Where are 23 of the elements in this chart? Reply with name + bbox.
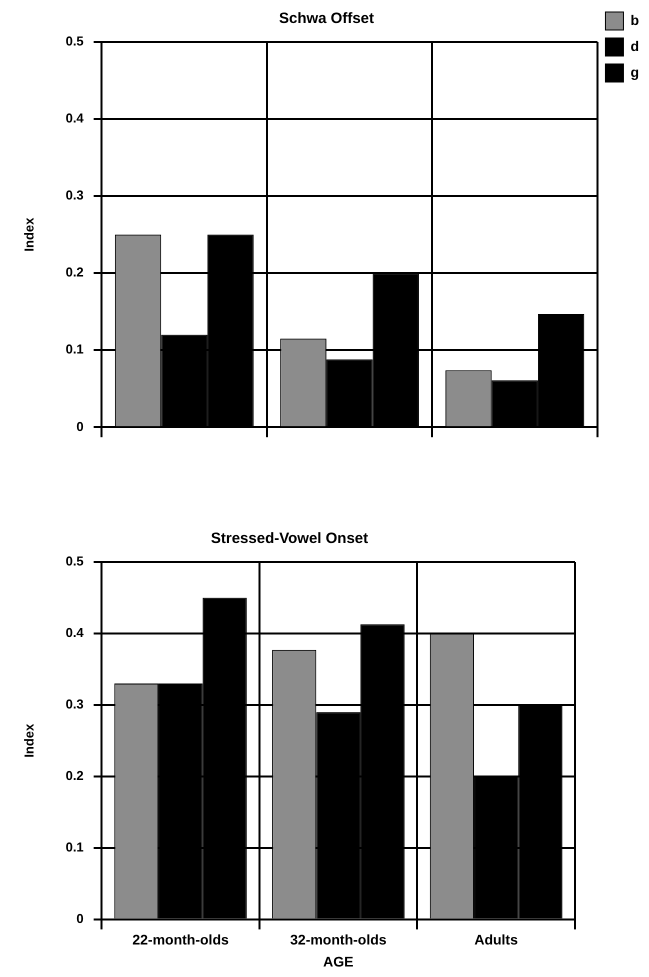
y-tick-label: 0.5	[66, 34, 84, 49]
y-tick-label: 0.1	[66, 840, 84, 854]
y-tick-label: 0.2	[66, 768, 84, 784]
y-tick-label: 0.2	[66, 264, 84, 280]
chart-title: Schwa Offset	[278, 10, 374, 28]
y-tick-label: 0	[76, 910, 84, 926]
x-axis-title: AGE	[323, 953, 354, 970]
y-axis-title: Index	[21, 216, 36, 252]
y-tick-label: 0.4	[66, 625, 84, 640]
y-tick-label: 0.5	[66, 554, 84, 569]
legend-label: b	[630, 12, 640, 28]
y-axis-title: Index	[21, 722, 36, 758]
y-tick-label: 0.4	[66, 110, 84, 126]
chart-title: Stressed-Vowel Onset	[210, 530, 368, 548]
legend-label: d	[630, 38, 640, 54]
legend-label: g	[630, 64, 640, 80]
y-tick-label: 0.3	[66, 188, 84, 203]
x-tick-label: 22-month-olds	[132, 932, 229, 948]
y-tick-label: 0.1	[66, 342, 84, 357]
y-tick-label: 0	[76, 418, 84, 434]
y-tick-label: 0.3	[66, 696, 84, 712]
x-tick-label: 32-month-olds	[290, 932, 387, 948]
x-tick-label: Adults	[474, 932, 518, 948]
